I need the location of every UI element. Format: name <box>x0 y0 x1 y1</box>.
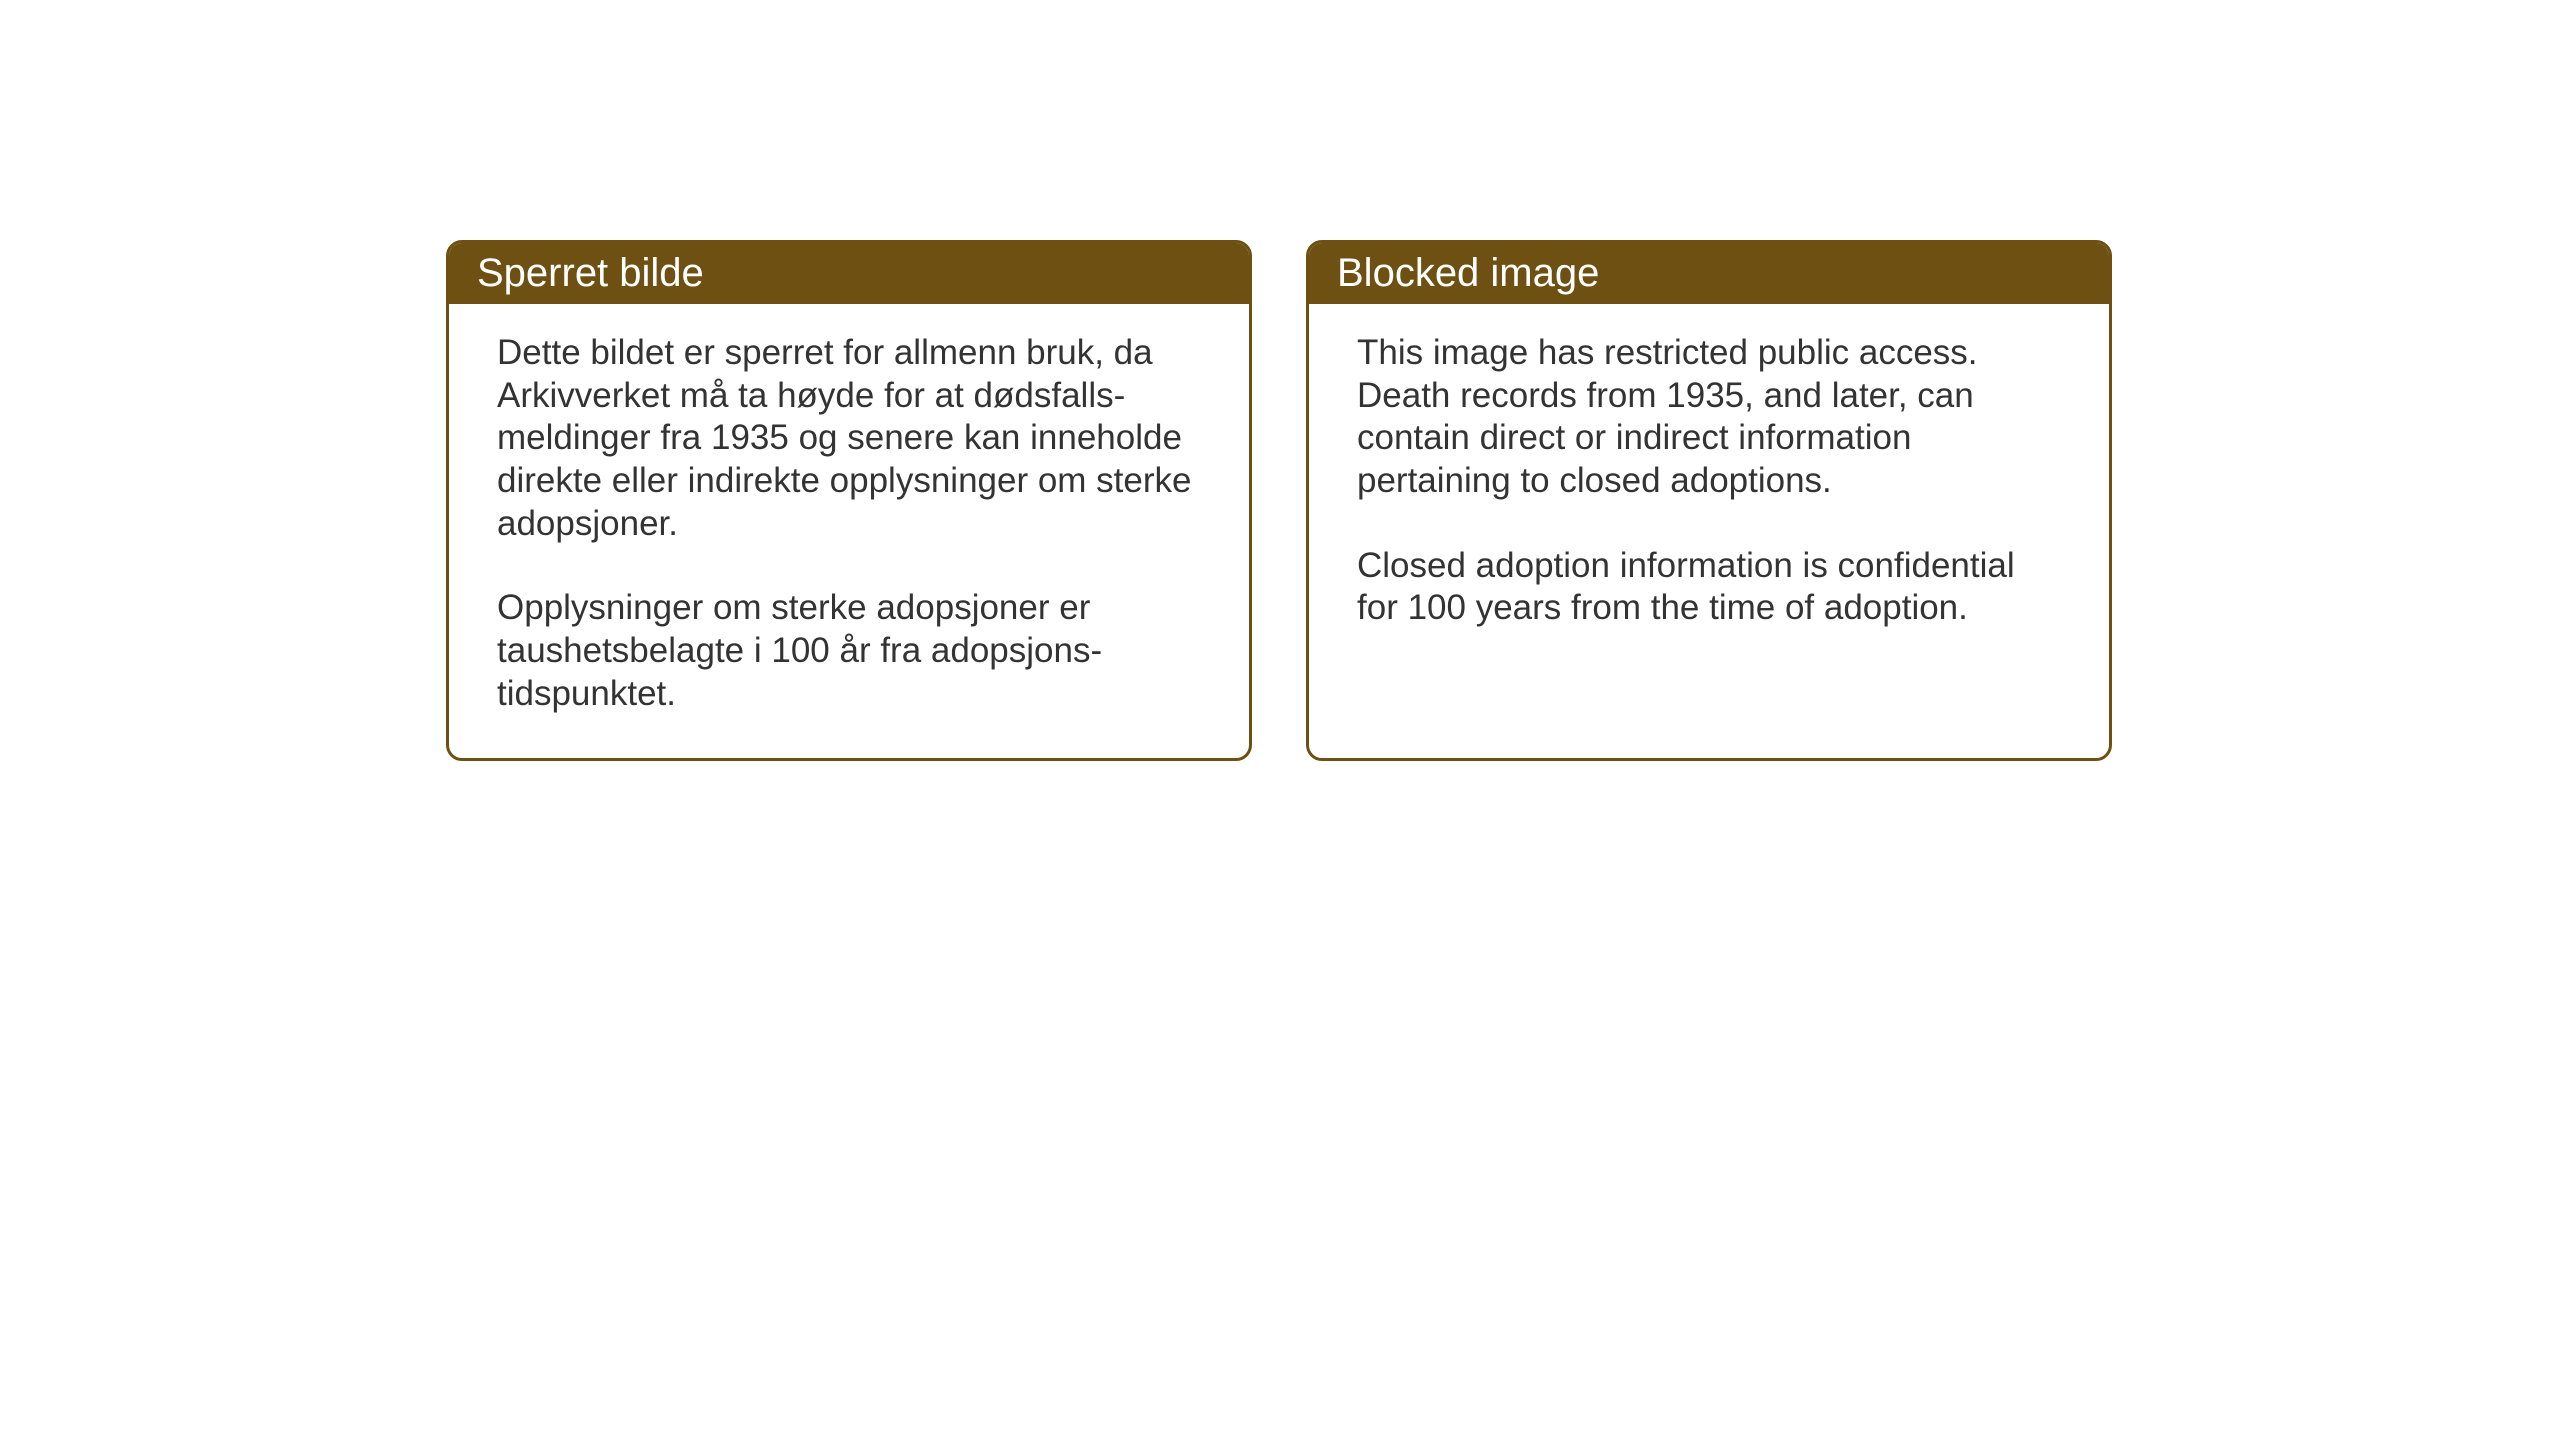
card-header-english: Blocked image <box>1309 243 2109 304</box>
card-title: Sperret bilde <box>477 251 704 295</box>
card-paragraph: This image has restricted public access.… <box>1357 332 2061 503</box>
card-body-norwegian: Dette bildet er sperret for allmenn bruk… <box>449 304 1249 758</box>
card-paragraph: Opplysninger om sterke adopsjoner er tau… <box>497 587 1201 715</box>
notice-card-norwegian: Sperret bilde Dette bildet er sperret fo… <box>446 240 1252 761</box>
notice-card-english: Blocked image This image has restricted … <box>1306 240 2112 761</box>
notice-cards-container: Sperret bilde Dette bildet er sperret fo… <box>446 240 2112 761</box>
card-body-english: This image has restricted public access.… <box>1309 304 2109 672</box>
card-paragraph: Dette bildet er sperret for allmenn bruk… <box>497 332 1201 545</box>
card-header-norwegian: Sperret bilde <box>449 243 1249 304</box>
card-paragraph: Closed adoption information is confident… <box>1357 545 2061 630</box>
card-title: Blocked image <box>1337 251 1599 295</box>
